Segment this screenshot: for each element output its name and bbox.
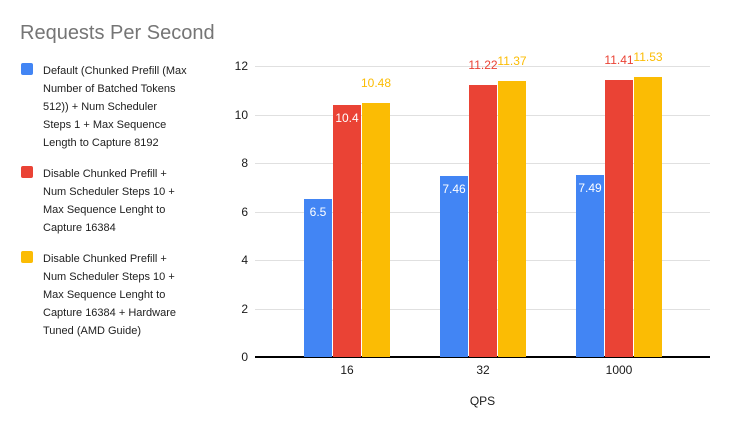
bar xyxy=(333,105,361,357)
bar xyxy=(304,199,332,357)
bar xyxy=(498,81,526,357)
bar-value-label: 11.37 xyxy=(497,54,527,68)
x-tick-label: 32 xyxy=(476,363,490,377)
bar-value-label: 10.48 xyxy=(360,76,392,90)
x-tick-label: 16 xyxy=(340,363,354,377)
chart-title: Requests Per Second xyxy=(20,22,215,44)
bar-value-label: 7.46 xyxy=(442,182,466,196)
legend-item-hardware-tuned: Disable Chunked Prefill + Num Scheduler … xyxy=(21,249,236,339)
y-tick-label: 0 xyxy=(241,350,248,364)
legend-swatch-yellow xyxy=(21,251,33,263)
y-tick-label: 4 xyxy=(241,253,248,267)
y-tick-label: 2 xyxy=(241,302,248,316)
legend-label: Disable Chunked Prefill + Num Scheduler … xyxy=(43,253,176,337)
bar xyxy=(440,176,468,357)
legend-label: Default (Chunked Prefill (Max Number of … xyxy=(43,65,187,149)
bar-value-label: 11.41 xyxy=(604,53,634,67)
bar xyxy=(362,103,390,357)
legend-label: Disable Chunked Prefill + Num Scheduler … xyxy=(43,168,175,234)
legend-item-default: Default (Chunked Prefill (Max Number of … xyxy=(21,61,236,151)
y-tick-label: 8 xyxy=(241,156,248,170)
bar-value-label: 7.49 xyxy=(578,181,602,195)
bar-value-label: 10.4 xyxy=(335,111,359,125)
legend: Default (Chunked Prefill (Max Number of … xyxy=(21,61,236,352)
x-axis-line xyxy=(255,356,710,358)
gridline xyxy=(255,66,710,67)
bar-value-label: 6.5 xyxy=(309,205,327,219)
y-tick-label: 6 xyxy=(241,205,248,219)
legend-swatch-blue xyxy=(21,63,33,75)
bar-value-label: 11.22 xyxy=(468,58,498,72)
y-tick-label: 10 xyxy=(234,108,248,122)
legend-item-disable-chunked: Disable Chunked Prefill + Num Scheduler … xyxy=(21,164,236,236)
bar xyxy=(605,80,633,357)
bar xyxy=(576,175,604,357)
bar xyxy=(634,77,662,357)
bar xyxy=(469,85,497,357)
y-tick-label: 12 xyxy=(234,59,248,73)
bar-value-label: 11.53 xyxy=(633,50,663,64)
x-tick-label: 1000 xyxy=(605,363,633,377)
legend-swatch-red xyxy=(21,166,33,178)
x-axis-title: QPS xyxy=(469,394,496,408)
